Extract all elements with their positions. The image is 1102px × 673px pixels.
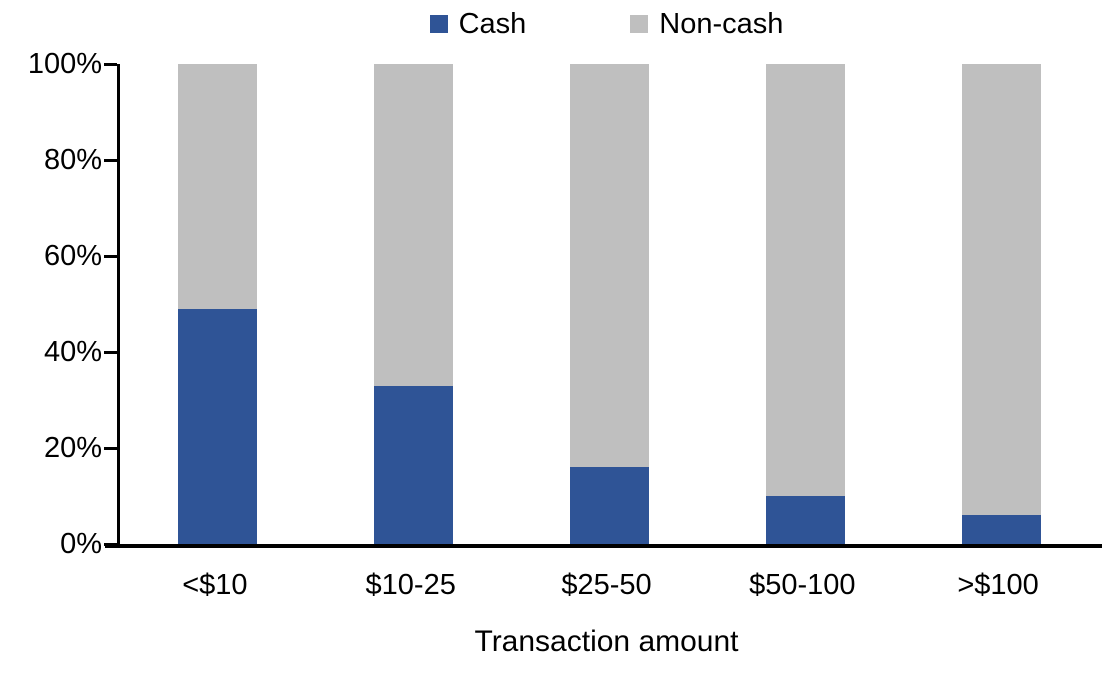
bar-segment-cash-10: [178, 308, 258, 544]
bar-column-25-50: [512, 64, 708, 544]
y-tick-label-0: 0%: [60, 528, 102, 560]
bar-stack-100: [961, 64, 1041, 544]
bar-column-10-25: [316, 64, 512, 544]
bar-stack-50-100: [765, 64, 845, 544]
plot-area: [104, 62, 1099, 546]
bar-segment-non-cash-100: [961, 64, 1041, 516]
bar-segment-non-cash-50-100: [765, 64, 845, 496]
bar-column-50-100: [707, 64, 903, 544]
chart-legend: Cash Non-cash: [117, 8, 1096, 40]
x-axis-tick-labels: <$10 $10-25 $25-50 $50-100 >$100: [117, 568, 1096, 602]
bar-column-100: [903, 64, 1099, 544]
bar-stack-25-50: [569, 64, 649, 544]
bar-stack-10: [178, 64, 258, 544]
y-tick-mark-20: [104, 446, 117, 450]
legend-label-non-cash: Non-cash: [659, 8, 784, 40]
x-tick-label-25-50: $25-50: [561, 569, 652, 601]
y-tick-label-40: 40%: [43, 336, 102, 368]
x-tick-label-10: <$10: [182, 569, 248, 601]
bar-segment-cash-100: [961, 515, 1041, 544]
bars-container: [120, 64, 1099, 544]
x-axis-title: Transaction amount: [474, 625, 739, 658]
x-tick-label-10-25: $10-25: [365, 569, 456, 601]
bar-segment-cash-10-25: [374, 385, 454, 544]
bar-segment-non-cash-10-25: [374, 64, 454, 386]
x-axis-line: [105, 544, 1102, 548]
bar-segment-non-cash-25-50: [569, 64, 649, 468]
legend-item-non-cash: Non-cash: [630, 8, 783, 40]
y-tick-label-20: 20%: [43, 432, 102, 464]
x-tick-label-100: >$100: [957, 569, 1039, 601]
legend-swatch-non-cash: [630, 15, 649, 33]
legend-label-cash: Cash: [458, 8, 527, 40]
legend-swatch-cash: [429, 15, 448, 33]
bar-segment-cash-50-100: [765, 496, 845, 544]
y-tick-label-60: 60%: [43, 240, 102, 272]
bar-column-10: [120, 64, 316, 544]
y-axis-labels: 0% 20% 40% 60% 80% 100%: [0, 48, 102, 560]
y-tick-mark-100: [104, 62, 117, 66]
y-tick-mark-60: [104, 254, 117, 258]
y-tick-mark-40: [104, 350, 117, 354]
y-tick-label-80: 80%: [43, 144, 102, 176]
legend-item-cash: Cash: [429, 8, 527, 40]
bar-stack-10-25: [374, 64, 454, 544]
x-tick-label-50-100: $50-100: [749, 569, 856, 601]
bar-segment-cash-25-50: [569, 467, 649, 544]
y-tick-mark-80: [104, 158, 117, 162]
bar-segment-non-cash-10: [178, 64, 258, 309]
y-tick-label-100: 100%: [27, 48, 102, 80]
